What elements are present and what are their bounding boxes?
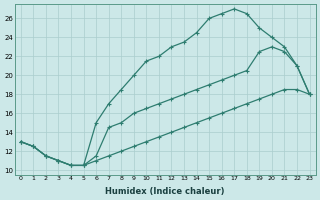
X-axis label: Humidex (Indice chaleur): Humidex (Indice chaleur) xyxy=(106,187,225,196)
